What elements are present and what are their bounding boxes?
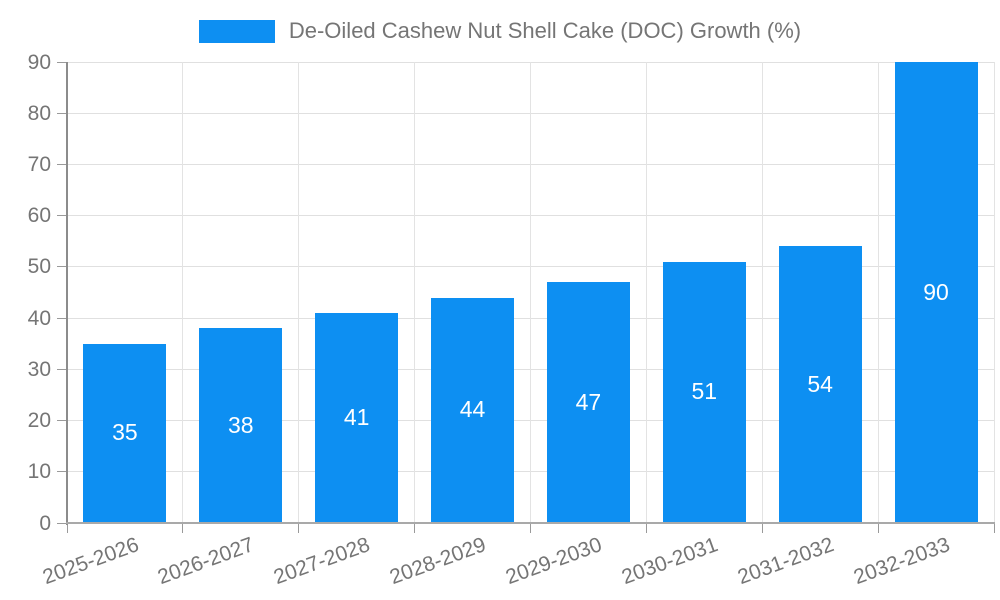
bar[interactable]: [662, 261, 746, 522]
x-tick-mark: [645, 523, 647, 533]
y-tick-mark: [57, 112, 67, 114]
bar[interactable]: [199, 328, 283, 522]
bar-value-label: 47: [575, 388, 602, 415]
x-axis-label: 2025-2026: [39, 533, 142, 590]
bar[interactable]: [778, 246, 862, 522]
x-gridline: [877, 62, 879, 523]
x-axis-label: 2027-2028: [270, 533, 374, 590]
bar[interactable]: [894, 62, 978, 522]
y-tick-label: 60: [27, 204, 51, 228]
y-tick-mark: [57, 163, 67, 165]
y-tick-mark: [57, 420, 67, 422]
y-tick-mark: [57, 215, 67, 217]
x-tick-mark: [877, 523, 879, 533]
y-tick-label: 0: [39, 511, 51, 535]
y-tick-label: 20: [27, 409, 51, 433]
bar-value-label: 38: [228, 411, 254, 438]
bar[interactable]: [546, 282, 630, 522]
y-tick-mark: [57, 317, 67, 319]
x-tick-mark: [182, 523, 184, 533]
x-axis-line: [66, 522, 995, 524]
bar-value-label: 54: [807, 370, 833, 397]
x-tick-mark: [530, 523, 531, 533]
bar-value-label: 41: [343, 403, 370, 430]
y-tick-mark: [57, 266, 67, 268]
x-axis-label: 2030-2031: [618, 533, 721, 590]
y-tick-mark: [57, 61, 67, 63]
bar-value-label: 35: [112, 419, 138, 446]
y-tick-mark: [57, 471, 67, 473]
bar-value-label: 51: [691, 378, 718, 405]
x-tick-mark: [414, 523, 416, 533]
legend[interactable]: De-Oiled Cashew Nut Shell Cake (DOC) Gro…: [0, 18, 1000, 44]
bar-value-label: 90: [923, 278, 949, 305]
x-tick-mark: [993, 523, 995, 533]
x-axis-label: 2031-2032: [734, 533, 837, 590]
x-gridline: [530, 62, 531, 523]
x-gridline: [414, 62, 416, 523]
y-tick-label: 50: [27, 255, 51, 279]
legend-label: De-Oiled Cashew Nut Shell Cake (DOC) Gro…: [288, 18, 802, 43]
x-gridline: [645, 62, 647, 523]
y-axis-line: [66, 62, 68, 525]
y-tick-mark: [57, 368, 67, 370]
x-axis-label: 2032-2033: [850, 533, 953, 590]
bar[interactable]: [315, 312, 399, 522]
x-gridline: [298, 62, 300, 523]
x-gridline: [993, 62, 995, 523]
x-axis-label: 2026-2027: [155, 533, 258, 590]
x-tick-mark: [761, 523, 763, 533]
bar[interactable]: [431, 297, 515, 522]
legend-swatch: [198, 19, 275, 43]
y-tick-label: 30: [27, 357, 51, 381]
y-tick-mark: [57, 522, 67, 524]
x-tick-mark: [66, 523, 68, 533]
x-tick-mark: [298, 523, 300, 533]
y-tick-label: 70: [27, 152, 51, 176]
bar[interactable]: [83, 343, 167, 522]
y-tick-label: 90: [27, 50, 51, 74]
x-gridline: [761, 62, 763, 523]
x-gridline: [182, 62, 184, 523]
y-tick-label: 10: [27, 460, 51, 484]
y-tick-label: 40: [27, 306, 51, 330]
x-axis-label: 2029-2030: [502, 533, 605, 590]
bar-value-label: 44: [459, 396, 486, 423]
x-axis-label: 2028-2029: [386, 533, 490, 590]
y-tick-label: 80: [27, 101, 51, 125]
